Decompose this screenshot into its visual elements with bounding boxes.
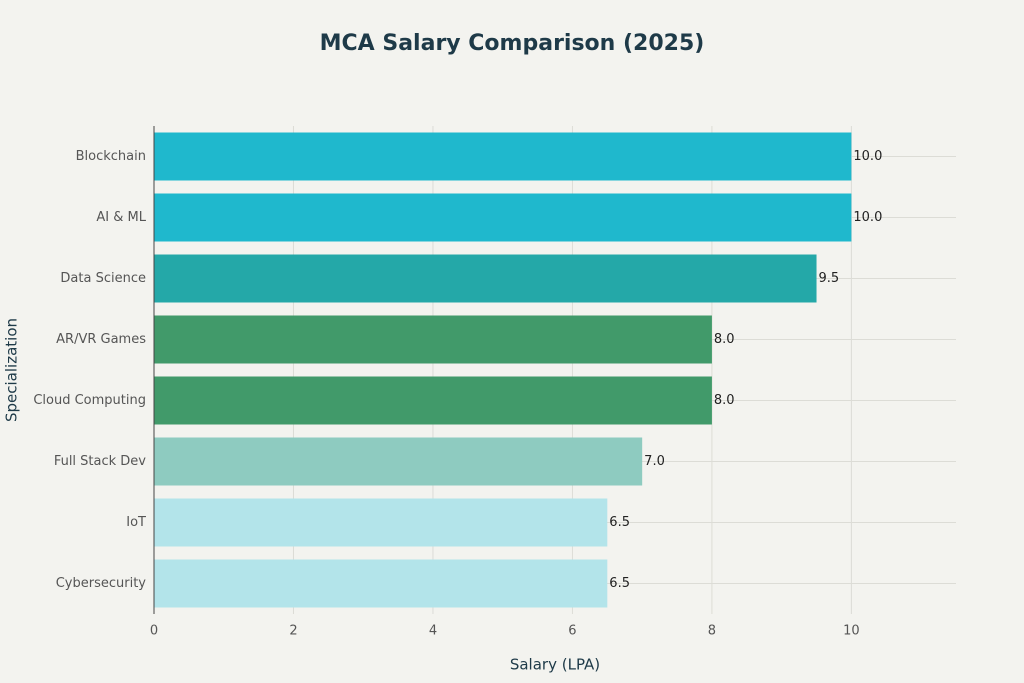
x-tick-label: 6 xyxy=(568,624,576,639)
x-tick-label: 2 xyxy=(289,624,297,639)
value-label: 7.0 xyxy=(644,454,665,469)
bar xyxy=(154,193,852,242)
value-label: 8.0 xyxy=(714,332,735,347)
x-tick-label: 8 xyxy=(708,624,716,639)
bar xyxy=(154,254,817,303)
y-tick-label: AI & ML xyxy=(96,210,146,225)
value-label: 10.0 xyxy=(853,210,882,225)
chart-title: MCA Salary Comparison (2025) xyxy=(320,31,705,56)
value-label: 6.5 xyxy=(609,576,630,591)
bar xyxy=(154,132,852,181)
x-tick-label: 4 xyxy=(429,624,437,639)
y-tick-label: Cloud Computing xyxy=(33,393,146,408)
x-axis-title: Salary (LPA) xyxy=(510,656,600,674)
x-tick-label: 10 xyxy=(843,624,860,639)
value-label: 8.0 xyxy=(714,393,735,408)
value-label: 10.0 xyxy=(853,149,882,164)
bar xyxy=(154,315,712,364)
value-label: 9.5 xyxy=(819,271,840,286)
value-label: 6.5 xyxy=(609,515,630,530)
y-tick-label: Data Science xyxy=(60,271,146,286)
y-axis-title: Specialization xyxy=(3,318,21,422)
bar xyxy=(154,437,643,486)
y-tick-label: Full Stack Dev xyxy=(54,454,146,469)
x-tick-label: 0 xyxy=(150,624,158,639)
y-tick-label: AR/VR Games xyxy=(56,332,146,347)
bar xyxy=(154,559,608,608)
y-tick-label: IoT xyxy=(126,515,146,530)
bar xyxy=(154,376,712,425)
y-tick-label: Blockchain xyxy=(76,149,146,164)
y-tick-label: Cybersecurity xyxy=(56,576,147,591)
bar xyxy=(154,498,608,547)
